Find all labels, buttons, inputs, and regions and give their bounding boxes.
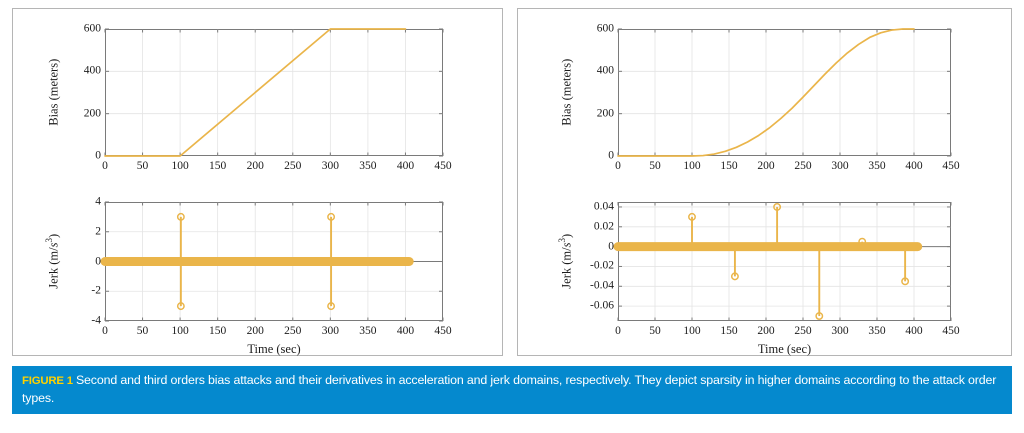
y-axis-tick-label: -0.04 [590, 279, 614, 292]
y-axis-tick-label: 2 [95, 225, 101, 237]
x-axis-tick-label: 0 [615, 325, 621, 337]
y-axis-tick-label: -0.06 [590, 299, 614, 312]
x-axis-tick-label: 200 [246, 160, 264, 172]
x-axis-tick-label: 350 [359, 325, 377, 337]
plot-canvas [104, 28, 444, 157]
data-line-bias [104, 28, 407, 157]
chart-left-top: 0 50 100 150 200 250 300 350 400 450 0 200 400 600 Bia… [13, 9, 502, 355]
x-axis-tick-label: 250 [794, 160, 812, 172]
y-axis-label: Jerk (m/s3) [43, 233, 60, 289]
stem-marker-1 [176, 302, 185, 311]
stem-marker-3 [815, 312, 824, 320]
y-axis-tick-label: 0 [608, 239, 614, 252]
x-axis-tick-label: 50 [649, 325, 661, 337]
x-axis-tick-label: 50 [649, 160, 661, 172]
plot-canvas [100, 201, 444, 322]
x-axis-tick-label: 300 [321, 325, 339, 337]
x-axis-tick-label: 150 [720, 325, 738, 337]
y-axis-tick-label: 400 [596, 64, 614, 77]
x-axis-tick-label: 300 [831, 160, 849, 172]
y-axis-tick-label: 600 [83, 22, 101, 35]
chart-right-top: 0 50 100 150 200 250 300 350 400 450 0 200 400 600 Bia… [518, 9, 1011, 355]
x-axis-tick-label: 450 [942, 160, 960, 172]
plot-frame [618, 29, 951, 156]
x-axis-tick-label: 50 [136, 325, 149, 337]
y-axis-tick-label: 200 [596, 106, 614, 119]
stem-marker-3 [327, 302, 336, 311]
x-axis-tick-label: 400 [396, 160, 415, 172]
x-axis-tick-label: 450 [434, 160, 452, 172]
figure-caption-bar: FIGURE 1 Second and third orders bias att… [12, 366, 1012, 414]
y-axis-tick-label: 0 [95, 149, 101, 162]
y-axis-tick-label: 200 [83, 106, 101, 119]
stem-marker-0 [688, 212, 696, 221]
x-axis-tick-label: 450 [434, 325, 452, 337]
stem-marker-5 [901, 277, 910, 286]
y-axis-tick-label: 400 [83, 64, 101, 77]
x-axis-tick-label: 0 [102, 160, 108, 172]
stem-marker-2 [327, 212, 336, 221]
x-axis-tick-label: 450 [942, 325, 960, 337]
y-axis-tick-label: 0 [95, 254, 101, 267]
y-axis-tick-label: 0.04 [593, 200, 614, 213]
x-axis-label: Time (sec) [757, 342, 812, 356]
y-axis-label: Jerk (m/s3) [556, 233, 573, 289]
stem-marker-1 [730, 272, 739, 281]
stem-marker-0 [176, 212, 185, 221]
x-axis-tick-label: 50 [136, 160, 149, 172]
x-axis-tick-label: 400 [905, 160, 923, 172]
figure-caption-text: FIGURE 1 Second and third orders bias att… [22, 372, 1002, 406]
figure-number-label: FIGURE 1 [22, 375, 73, 387]
x-axis-tick-label: 0 [102, 325, 108, 337]
y-axis-tick-label: 4 [95, 195, 101, 208]
plot-canvas [613, 202, 952, 321]
plot-frame [618, 202, 951, 321]
x-axis-tick-label: 100 [683, 325, 701, 337]
figure-panel-right: 0 50 100 150 200 250 300 350 400 450 0 200 400 600 Bia… [517, 8, 1012, 356]
figure-panel-left: 0 50 100 150 200 250 300 350 400 450 0 200 400 600 Bia… [12, 8, 503, 356]
x-axis-tick-label: 100 [171, 325, 189, 337]
x-axis-tick-label: 150 [209, 160, 227, 172]
plot-frame [105, 29, 443, 156]
data-line-bias [617, 28, 915, 157]
x-axis-tick-label: 300 [831, 325, 849, 337]
x-axis-label: Time (sec) [247, 342, 301, 356]
x-axis-tick-label: 400 [905, 325, 923, 337]
plot-canvas [617, 28, 952, 157]
x-axis-tick-label: 150 [209, 325, 227, 337]
y-axis-tick-label: 0.02 [593, 220, 614, 233]
x-axis-tick-label: 400 [396, 325, 415, 337]
chart-right-bottom: 0 50 100 150 200 250 300 350 400 450 -0.06 -0.04 -0.… [518, 9, 1011, 355]
y-axis-tick-label: -0.02 [590, 259, 614, 272]
y-axis-tick-label: 0 [608, 149, 614, 162]
x-axis-tick-label: 250 [284, 325, 302, 337]
x-axis-tick-label: 350 [868, 160, 886, 172]
y-axis-tick-label: -2 [91, 284, 101, 297]
x-axis-tick-label: 150 [720, 160, 738, 172]
x-axis-tick-label: 200 [246, 325, 264, 337]
x-axis-tick-label: 250 [284, 160, 302, 172]
x-axis-tick-label: 300 [321, 160, 339, 172]
stem-marker-2 [773, 203, 782, 211]
x-axis-tick-label: 100 [683, 160, 701, 172]
x-axis-tick-label: 350 [359, 160, 377, 172]
y-axis-tick-label: 600 [596, 22, 614, 35]
figure-caption-body: Second and third orders bias attacks and… [22, 373, 997, 405]
y-axis-tick-label: -4 [91, 314, 101, 327]
x-axis-tick-label: 250 [794, 325, 812, 337]
x-axis-tick-label: 100 [171, 160, 189, 172]
x-axis-tick-label: 350 [868, 325, 886, 337]
x-axis-tick-label: 0 [615, 160, 621, 172]
chart-left-bottom: 0 50 100 150 200 250 300 350 400 450 -4 -2 0 2 4 Jerk (… [13, 9, 502, 355]
x-axis-tick-label: 200 [757, 325, 775, 337]
x-axis-tick-label: 200 [757, 160, 775, 172]
